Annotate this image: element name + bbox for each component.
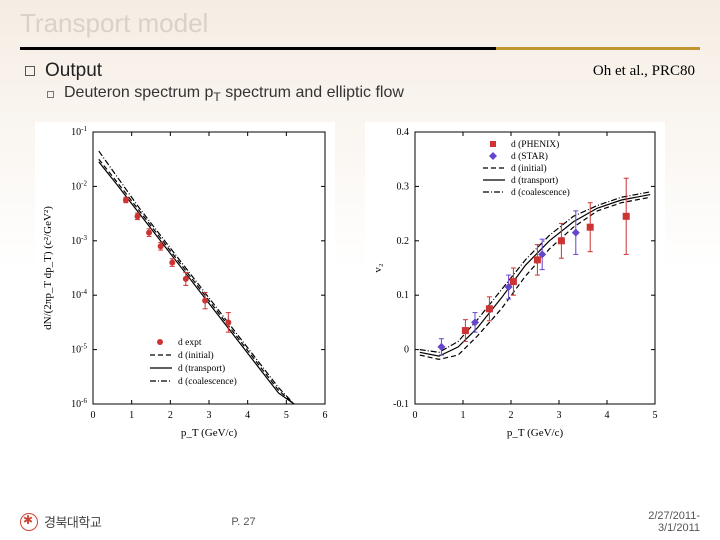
logo-badge-icon [20,513,38,531]
svg-text:0.2: 0.2 [397,236,410,247]
svg-text:0.4: 0.4 [397,127,410,138]
subbullet-square-icon [47,91,54,98]
svg-text:0: 0 [91,410,96,421]
svg-text:0.1: 0.1 [397,290,410,301]
svg-text:d (STAR): d (STAR) [511,151,548,162]
svg-text:0: 0 [404,345,409,356]
svg-text:10-4: 10-4 [71,288,87,301]
svg-text:d (initial): d (initial) [178,350,214,361]
slide-footer: 경북대학교 P. 27 2/27/2011- 3/1/2011 [0,510,720,534]
svg-text:2: 2 [509,410,514,421]
svg-text:5: 5 [653,410,658,421]
svg-text:v₂: v₂ [372,263,384,273]
bullet-level-1: Output Oh et al., PRC80 [25,60,695,82]
svg-text:d (initial): d (initial) [511,163,547,174]
svg-text:1: 1 [129,410,134,421]
reference-citation: Oh et al., PRC80 [593,63,695,80]
svg-text:10-6: 10-6 [71,397,87,410]
bullet2-text: Deuteron spectrum pT spectrum and ellipt… [64,84,404,104]
svg-text:10-3: 10-3 [71,234,87,247]
svg-text:3: 3 [557,410,562,421]
charts-row: 10-6 10-5 10-4 10-3 10-2 10-1 0 1 2 3 4 5 6 p_T (GeV/… [25,122,695,442]
svg-text:10-5: 10-5 [71,343,87,356]
university-name: 경북대학교 [44,512,101,531]
date-range: 2/27/2011- 3/1/2011 [648,510,700,534]
svg-text:p_T (GeV/c): p_T (GeV/c) [507,427,564,439]
svg-text:10-1: 10-1 [71,125,87,138]
svg-text:0: 0 [413,410,418,421]
svg-text:d (coalescence): d (coalescence) [511,187,570,198]
svg-text:1: 1 [461,410,466,421]
svg-text:5: 5 [284,410,289,421]
bullet-square-icon [25,66,35,76]
svg-text:6: 6 [323,410,328,421]
svg-text:2: 2 [168,410,173,421]
elliptic-flow-chart: -0.1 0 0.1 0.2 0.3 0.4 0 1 2 3 4 5 p_T (GeV/c) v₂ d (P… [365,122,665,442]
svg-text:4: 4 [245,410,250,421]
svg-text:0.3: 0.3 [397,182,410,193]
svg-text:p_T (GeV/c): p_T (GeV/c) [181,427,238,439]
svg-text:4: 4 [605,410,610,421]
svg-text:dN/(2πp_T dp_T) (c²/GeV²): dN/(2πp_T dp_T) (c²/GeV²) [42,206,54,330]
pt-spectrum-chart: 10-6 10-5 10-4 10-3 10-2 10-1 0 1 2 3 4 5 6 p_T (GeV/… [35,122,335,442]
svg-text:10-2: 10-2 [71,180,87,193]
svg-text:3: 3 [207,410,212,421]
slide-title: Transport model [0,0,720,43]
university-logo: 경북대학교 [20,512,101,531]
svg-text:d (transport): d (transport) [178,363,225,374]
svg-text:-0.1: -0.1 [393,399,409,410]
svg-text:d (PHENIX): d (PHENIX) [511,139,559,150]
bullet1-text: Output [45,60,102,82]
svg-text:d (coalescence): d (coalescence) [178,376,237,387]
page-number: P. 27 [231,516,255,528]
svg-text:d expt: d expt [178,338,202,348]
bullet-level-2: Deuteron spectrum pT spectrum and ellipt… [25,84,695,104]
divider [20,47,700,50]
svg-text:d (transport): d (transport) [511,175,558,186]
content-area: Output Oh et al., PRC80 Deuteron spectru… [0,60,720,442]
